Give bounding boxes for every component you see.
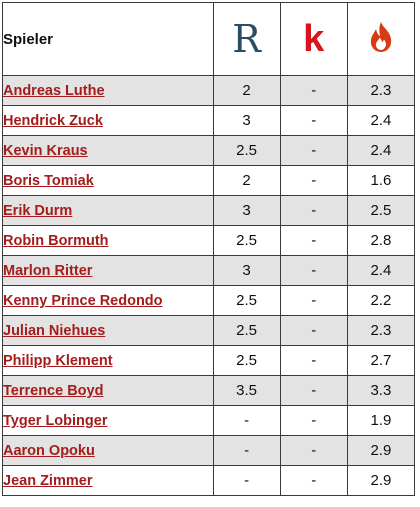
rating-f-cell: 2.9: [346, 465, 416, 496]
table-row: Jean Zimmer - -2.9: [2, 465, 416, 496]
player-name-cell: Terrence Boyd: [2, 375, 214, 406]
player-name-cell: Marlon Ritter: [2, 255, 214, 286]
player-name-cell: Jean Zimmer: [2, 465, 214, 496]
header-row: Spieler R k: [2, 2, 416, 76]
rating-k-cell: -: [279, 255, 348, 286]
rating-r-cell: 3.5: [212, 375, 281, 406]
rating-k-cell: -: [279, 375, 348, 406]
player-rows: Andreas Luthe 2-2.3 Hendrick Zuck 3-2.4 Kevi…: [2, 75, 416, 496]
player-column-header: Spieler: [2, 2, 214, 76]
rating-k-cell: -: [279, 225, 348, 256]
rating-k-cell: -: [279, 465, 348, 496]
rating-k-cell: -: [279, 315, 348, 346]
rating-f-cell: 1.6: [346, 165, 416, 196]
rating-f-cell: 3.3: [346, 375, 416, 406]
table-row: Robin Bormuth 2.5-2.8: [2, 225, 416, 256]
rating-k-cell: -: [279, 435, 348, 466]
player-link[interactable]: Andreas Luthe: [3, 83, 105, 99]
source-flame-header: [346, 2, 416, 76]
rating-k-cell: -: [279, 345, 348, 376]
player-link[interactable]: Boris Tomiak: [3, 173, 94, 189]
player-name-cell: Robin Bormuth: [2, 225, 214, 256]
rating-f-cell: 2.5: [346, 195, 416, 226]
table-row: Kenny Prince Redondo 2.5-2.2: [2, 285, 416, 316]
player-link[interactable]: Hendrick Zuck: [3, 113, 103, 129]
player-name-cell: Hendrick Zuck: [2, 105, 214, 136]
player-link[interactable]: Kenny Prince Redondo: [3, 293, 163, 309]
player-ratings-table: Spieler R k Andreas Luthe 2-2.3 Hendrick Z…: [2, 2, 416, 496]
rating-r-cell: 2.5: [212, 315, 281, 346]
table-row: Marlon Ritter 3-2.4: [2, 255, 416, 286]
player-name-cell: Erik Durm: [2, 195, 214, 226]
rating-r-cell: 2.5: [212, 135, 281, 166]
table-row: Erik Durm 3-2.5: [2, 195, 416, 226]
rating-f-cell: 2.3: [346, 315, 416, 346]
player-name-cell: Tyger Lobinger: [2, 405, 214, 436]
player-link[interactable]: Philipp Klement: [3, 353, 113, 369]
player-link[interactable]: Terrence Boyd: [3, 383, 104, 399]
rating-r-cell: 2: [212, 75, 281, 106]
source-k-logo: k: [303, 18, 325, 60]
rating-k-cell: -: [279, 405, 348, 436]
player-link[interactable]: Tyger Lobinger: [3, 413, 108, 429]
rating-r-cell: 2.5: [212, 225, 281, 256]
source-k-header: k: [279, 2, 348, 76]
player-name-cell: Andreas Luthe: [2, 75, 214, 106]
table-row: Terrence Boyd 3.5-3.3: [2, 375, 416, 406]
rating-f-cell: 2.2: [346, 285, 416, 316]
player-link[interactable]: Marlon Ritter: [3, 263, 93, 279]
table-row: Hendrick Zuck 3-2.4: [2, 105, 416, 136]
player-link[interactable]: Robin Bormuth: [3, 233, 109, 249]
player-name-cell: Philipp Klement: [2, 345, 214, 376]
player-name-cell: Kevin Kraus: [2, 135, 214, 166]
table-row: Philipp Klement 2.5-2.7: [2, 345, 416, 376]
rating-f-cell: 2.9: [346, 435, 416, 466]
player-name-cell: Boris Tomiak: [2, 165, 214, 196]
table-row: Julian Niehues 2.5-2.3: [2, 315, 416, 346]
player-name-cell: Julian Niehues: [2, 315, 214, 346]
rating-k-cell: -: [279, 105, 348, 136]
rating-f-cell: 2.8: [346, 225, 416, 256]
rating-r-cell: 2: [212, 165, 281, 196]
rating-r-cell: -: [212, 405, 281, 436]
table-row: Andreas Luthe 2-2.3: [2, 75, 416, 106]
rating-f-cell: 1.9: [346, 405, 416, 436]
rating-k-cell: -: [279, 75, 348, 106]
rating-f-cell: 2.4: [346, 255, 416, 286]
rating-k-cell: -: [279, 135, 348, 166]
rating-k-cell: -: [279, 285, 348, 316]
rating-r-cell: 3: [212, 195, 281, 226]
table-row: Tyger Lobinger - -1.9: [2, 405, 416, 436]
rating-k-cell: -: [279, 165, 348, 196]
player-name-cell: Kenny Prince Redondo: [2, 285, 214, 316]
player-link[interactable]: Aaron Opoku: [3, 443, 95, 459]
rating-k-cell: -: [279, 195, 348, 226]
player-link[interactable]: Kevin Kraus: [3, 143, 88, 159]
player-link[interactable]: Julian Niehues: [3, 323, 106, 339]
rating-r-cell: 3: [212, 255, 281, 286]
table-row: Kevin Kraus 2.5-2.4: [2, 135, 416, 166]
source-r-logo: R: [232, 17, 261, 61]
rating-f-cell: 2.7: [346, 345, 416, 376]
flame-icon: [370, 22, 392, 52]
source-r-header: R: [212, 2, 281, 76]
rating-r-cell: -: [212, 465, 281, 496]
rating-r-cell: 2.5: [212, 345, 281, 376]
player-link[interactable]: Jean Zimmer: [3, 473, 93, 489]
player-name-cell: Aaron Opoku: [2, 435, 214, 466]
table-row: Boris Tomiak 2-1.6: [2, 165, 416, 196]
rating-f-cell: 2.4: [346, 105, 416, 136]
table-row: Aaron Opoku - -2.9: [2, 435, 416, 466]
rating-r-cell: -: [212, 435, 281, 466]
rating-r-cell: 2.5: [212, 285, 281, 316]
rating-f-cell: 2.3: [346, 75, 416, 106]
player-link[interactable]: Erik Durm: [3, 203, 73, 219]
rating-f-cell: 2.4: [346, 135, 416, 166]
rating-r-cell: 3: [212, 105, 281, 136]
